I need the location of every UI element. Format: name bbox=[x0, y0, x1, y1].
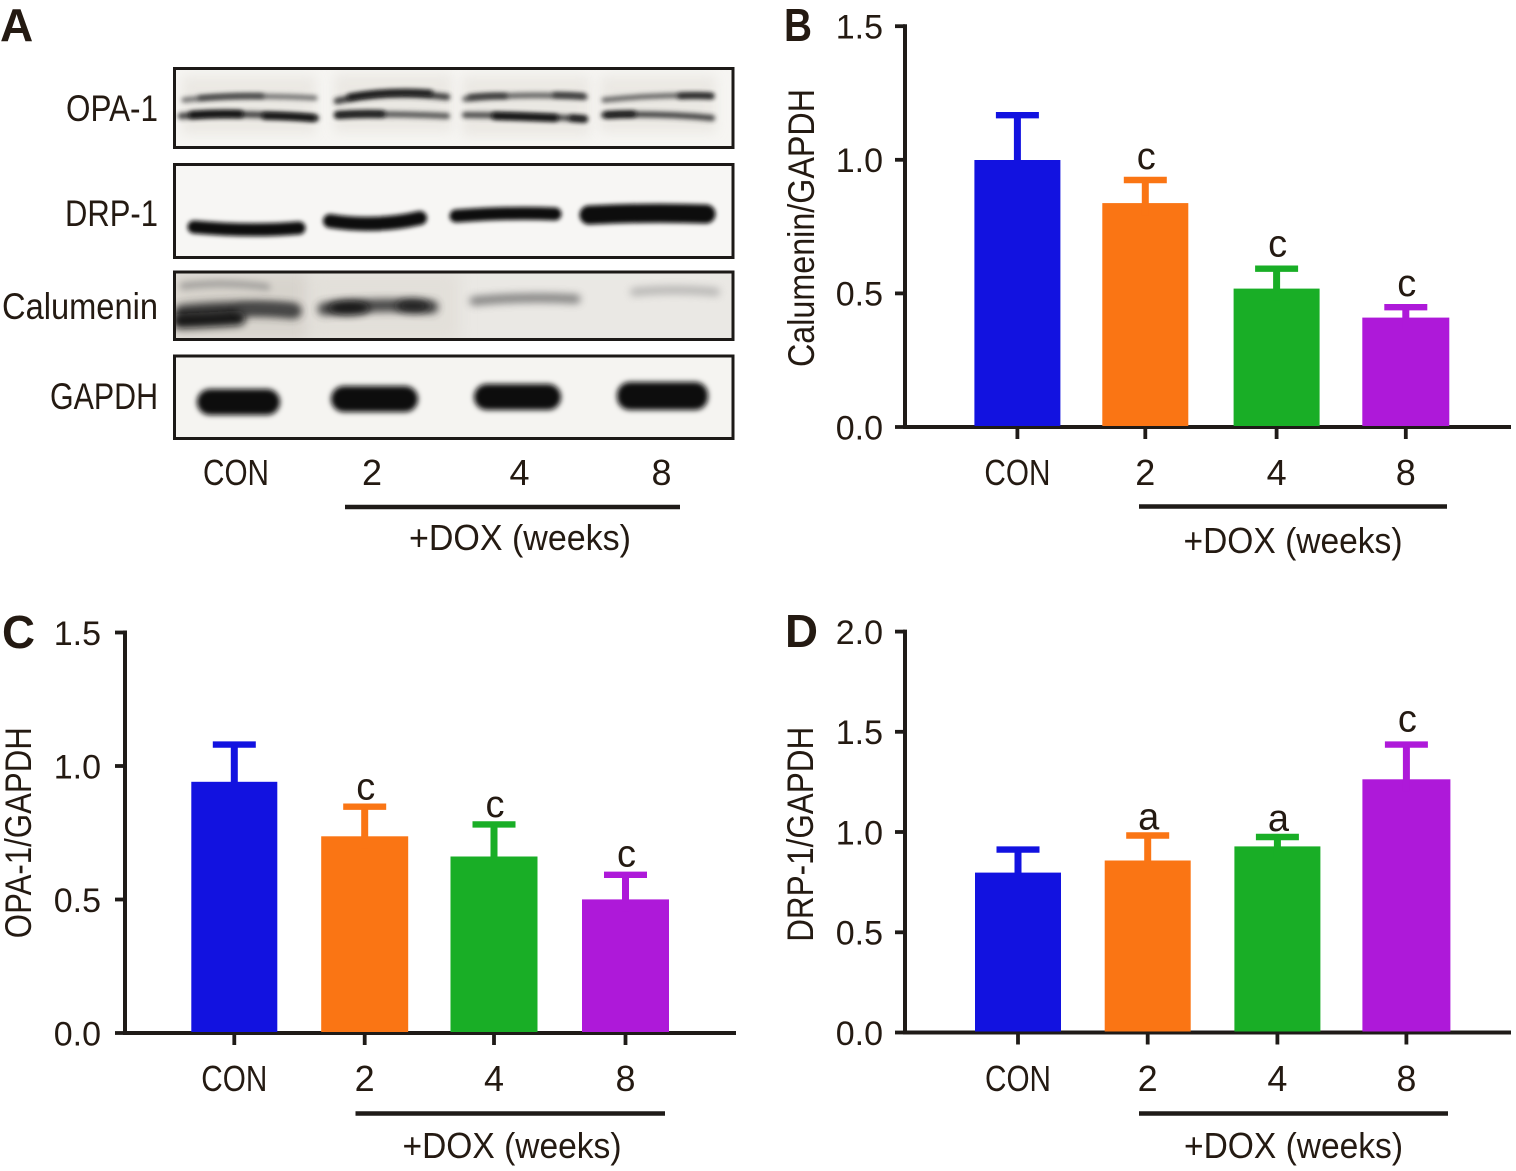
svg-text:OPA-1/GAPDH: OPA-1/GAPDH bbox=[0, 727, 39, 938]
svg-text:c: c bbox=[617, 834, 636, 876]
svg-text:c: c bbox=[1268, 224, 1287, 266]
svg-text:1.5: 1.5 bbox=[836, 9, 883, 47]
svg-text:4: 4 bbox=[1267, 1058, 1287, 1099]
svg-text:c: c bbox=[486, 784, 505, 826]
svg-text:DRP-1: DRP-1 bbox=[65, 193, 158, 234]
svg-text:C: C bbox=[2, 606, 35, 658]
svg-text:2: 2 bbox=[1138, 1058, 1158, 1099]
svg-text:Calumenin: Calumenin bbox=[2, 286, 158, 327]
svg-text:c: c bbox=[1137, 136, 1156, 178]
svg-text:CON: CON bbox=[985, 1058, 1051, 1099]
svg-text:0.5: 0.5 bbox=[836, 276, 883, 314]
svg-text:0.0: 0.0 bbox=[836, 1015, 883, 1053]
svg-text:c: c bbox=[356, 767, 375, 809]
svg-text:CON: CON bbox=[984, 452, 1050, 493]
svg-text:1.0: 1.0 bbox=[54, 748, 101, 786]
svg-text:8: 8 bbox=[615, 1058, 635, 1099]
svg-text:DRP-1/GAPDH: DRP-1/GAPDH bbox=[780, 727, 821, 942]
svg-text:8: 8 bbox=[1396, 1058, 1416, 1099]
svg-text:1.5: 1.5 bbox=[836, 714, 883, 752]
svg-text:Calumenin/GAPDH: Calumenin/GAPDH bbox=[781, 89, 822, 367]
svg-text:a: a bbox=[1268, 798, 1290, 840]
svg-text:4: 4 bbox=[484, 1058, 504, 1099]
svg-text:2: 2 bbox=[362, 452, 382, 493]
svg-text:c: c bbox=[1398, 698, 1417, 740]
svg-text:OPA-1: OPA-1 bbox=[66, 88, 158, 129]
svg-text:c: c bbox=[1397, 263, 1416, 305]
svg-text:CON: CON bbox=[201, 1058, 267, 1099]
svg-text:0.5: 0.5 bbox=[836, 915, 883, 953]
svg-text:4: 4 bbox=[509, 452, 529, 493]
svg-text:2.0: 2.0 bbox=[836, 614, 883, 652]
svg-text:8: 8 bbox=[651, 452, 671, 493]
svg-text:D: D bbox=[785, 605, 818, 657]
svg-text:1.0: 1.0 bbox=[836, 814, 883, 852]
svg-text:2: 2 bbox=[1135, 452, 1155, 493]
svg-text:+DOX (weeks): +DOX (weeks) bbox=[1184, 520, 1403, 561]
svg-text:a: a bbox=[1138, 796, 1160, 838]
svg-text:0.0: 0.0 bbox=[836, 409, 883, 447]
svg-text:0.5: 0.5 bbox=[54, 882, 101, 920]
svg-text:+DOX (weeks): +DOX (weeks) bbox=[409, 517, 631, 558]
svg-text:+DOX (weeks): +DOX (weeks) bbox=[403, 1125, 622, 1166]
svg-text:A: A bbox=[0, 0, 33, 51]
svg-text:CON: CON bbox=[203, 452, 269, 493]
svg-text:4: 4 bbox=[1267, 452, 1287, 493]
svg-text:+DOX (weeks): +DOX (weeks) bbox=[1184, 1125, 1403, 1166]
svg-text:8: 8 bbox=[1396, 452, 1416, 493]
svg-text:B: B bbox=[784, 0, 812, 51]
svg-text:2: 2 bbox=[355, 1058, 375, 1099]
svg-text:GAPDH: GAPDH bbox=[50, 376, 158, 417]
svg-text:1.0: 1.0 bbox=[836, 142, 883, 180]
svg-text:0.0: 0.0 bbox=[54, 1015, 101, 1053]
svg-text:1.5: 1.5 bbox=[54, 615, 101, 653]
